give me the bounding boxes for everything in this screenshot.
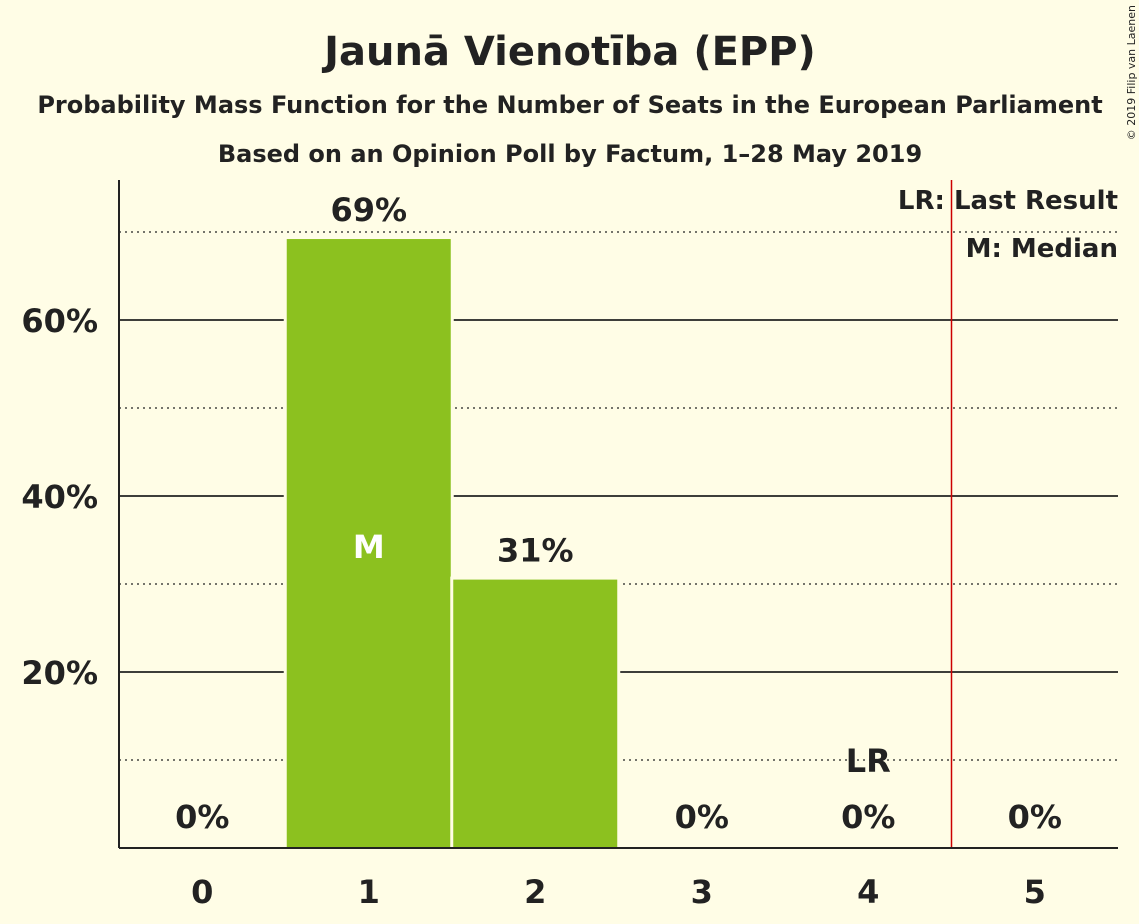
chart-subtitle: Probability Mass Function for the Number… [37, 91, 1102, 119]
x-tick-label-1: 1 [358, 873, 380, 911]
labels: 20%40%60%00%169%231%30%40%50%MLR [21, 191, 1062, 911]
legend-median: M: Median [966, 234, 1118, 264]
x-tick-label-4: 4 [857, 873, 879, 911]
value-label-1: 69% [330, 191, 407, 229]
last-result-marker: LR [846, 742, 891, 780]
y-tick-label-20: 20% [21, 654, 98, 692]
y-tick-label-60: 60% [21, 302, 98, 340]
x-tick-label-2: 2 [524, 873, 546, 911]
bar-1 [286, 239, 451, 849]
y-tick-label-40: 40% [21, 478, 98, 516]
copyright-notice: © 2019 Filip van Laenen [1125, 5, 1138, 140]
value-label-0: 0% [175, 798, 229, 836]
value-label-4: 0% [841, 798, 895, 836]
value-label-5: 0% [1008, 798, 1062, 836]
legend-last-result: LR: Last Result [898, 186, 1118, 216]
x-tick-label-3: 3 [691, 873, 713, 911]
x-tick-label-0: 0 [191, 873, 213, 911]
axes [118, 180, 1118, 849]
chart-title: Jaunā Vienotība (EPP) [321, 29, 816, 75]
x-tick-label-5: 5 [1024, 873, 1046, 911]
value-label-2: 31% [497, 532, 574, 570]
bar-2 [453, 579, 618, 848]
median-marker: M [353, 528, 385, 566]
chart-subtitle-poll: Based on an Opinion Poll by Factum, 1–28… [218, 140, 922, 168]
bars [283, 236, 621, 849]
value-label-3: 0% [675, 798, 729, 836]
